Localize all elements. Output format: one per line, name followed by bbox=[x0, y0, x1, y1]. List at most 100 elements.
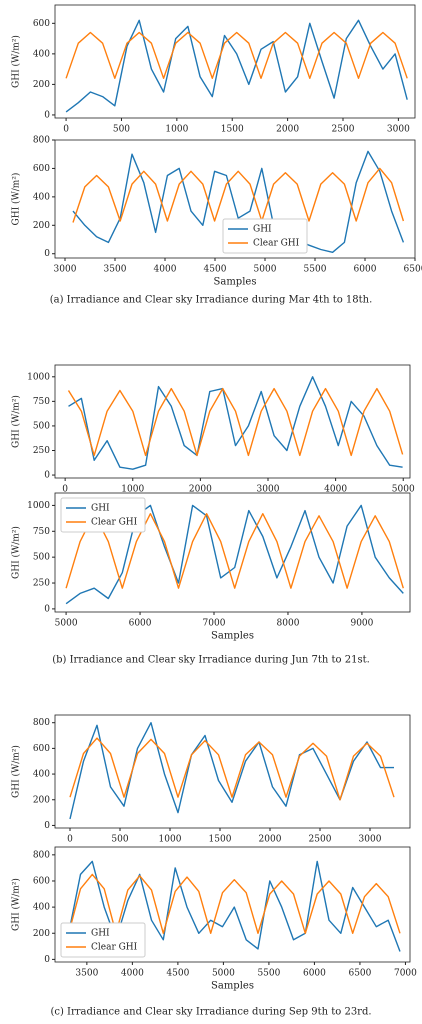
y-tick-label: 0 bbox=[44, 955, 50, 965]
line bbox=[65, 31, 408, 79]
x-tick-label: 6000 bbox=[129, 619, 152, 629]
x-tick-label: 5000 bbox=[212, 969, 235, 979]
x-tick-label: 1500 bbox=[221, 125, 244, 135]
x-tick-label: 5500 bbox=[257, 969, 280, 979]
x-tick-label: 3500 bbox=[104, 265, 127, 275]
x-tick-label: 7000 bbox=[203, 619, 226, 629]
legend-label: GHI bbox=[91, 929, 110, 939]
caption: (b) Irradiance and Clear sky Irradiance … bbox=[52, 655, 370, 666]
y-tick-label: 500 bbox=[33, 553, 50, 563]
x-tick-label: 5000 bbox=[254, 265, 277, 275]
x-tick-label: 1000 bbox=[121, 485, 144, 495]
plot-frame bbox=[54, 139, 416, 259]
line bbox=[72, 167, 405, 223]
y-tick-label: 1000 bbox=[27, 372, 50, 382]
y-tick-label: 200 bbox=[33, 221, 50, 231]
x-tick-label: 0 bbox=[67, 835, 73, 845]
line bbox=[69, 737, 395, 801]
y-tick-label: 400 bbox=[33, 192, 50, 202]
x-tick-label: 6500 bbox=[348, 969, 371, 979]
x-tick-label: 6500 bbox=[404, 265, 422, 275]
x-tick-label: 3500 bbox=[75, 969, 98, 979]
line bbox=[69, 722, 394, 820]
x-tick-label: 6000 bbox=[303, 969, 326, 979]
y-tick-label: 0 bbox=[44, 821, 50, 831]
y-tick-label: 400 bbox=[33, 49, 50, 59]
x-tick-label: 0 bbox=[63, 125, 69, 135]
line bbox=[68, 376, 403, 470]
line bbox=[67, 387, 404, 457]
x-tick-label: 2500 bbox=[332, 125, 355, 135]
y-tick-label: 250 bbox=[33, 446, 50, 456]
line bbox=[65, 19, 408, 113]
x-tick-label: 500 bbox=[113, 125, 130, 135]
y-tick-label: 200 bbox=[33, 929, 50, 939]
x-tick-label: 500 bbox=[111, 835, 128, 845]
y-tick-label: 0 bbox=[44, 110, 50, 120]
line bbox=[65, 513, 404, 589]
y-axis-label: GHI (W/m²) bbox=[11, 878, 22, 931]
x-tick-label: 1500 bbox=[209, 835, 232, 845]
x-tick-label: 2000 bbox=[189, 485, 212, 495]
y-tick-label: 800 bbox=[33, 718, 50, 728]
x-tick-label: 2000 bbox=[259, 835, 282, 845]
plot-frame bbox=[54, 364, 411, 479]
y-tick-label: 250 bbox=[33, 579, 50, 589]
y-tick-label: 750 bbox=[33, 527, 50, 537]
x-tick-label: 6000 bbox=[354, 265, 377, 275]
x-tick-label: 0 bbox=[62, 485, 68, 495]
line bbox=[65, 504, 404, 605]
x-tick-label: 3000 bbox=[359, 835, 382, 845]
y-axis-label: GHI (W/m²) bbox=[11, 173, 22, 226]
legend-label: Clear GHI bbox=[253, 239, 300, 249]
x-axis-label: Samples bbox=[214, 277, 257, 288]
plot-frame bbox=[54, 714, 411, 829]
y-tick-label: 600 bbox=[33, 744, 50, 754]
plot-frame bbox=[54, 4, 416, 119]
x-tick-label: 4000 bbox=[121, 969, 144, 979]
legend-box bbox=[222, 218, 308, 254]
y-axis-label: GHI (W/m²) bbox=[11, 35, 22, 88]
x-axis-label: Samples bbox=[211, 981, 254, 992]
line bbox=[68, 873, 401, 934]
legend-label: GHI bbox=[91, 504, 110, 514]
legend-label: GHI bbox=[253, 225, 272, 235]
y-tick-label: 0 bbox=[44, 471, 50, 481]
y-tick-label: 1000 bbox=[27, 501, 50, 511]
x-tick-label: 5000 bbox=[55, 619, 78, 629]
legend-label: Clear GHI bbox=[91, 518, 138, 528]
legend-box bbox=[60, 497, 146, 533]
y-tick-label: 400 bbox=[33, 903, 50, 913]
legend-label: Clear GHI bbox=[91, 943, 138, 953]
y-tick-label: 200 bbox=[33, 80, 50, 90]
caption: (c) Irradiance and Clear sky Irradiance … bbox=[50, 1007, 371, 1018]
y-axis-label: GHI (W/m²) bbox=[11, 395, 22, 448]
y-tick-label: 800 bbox=[33, 136, 50, 146]
caption: (a) Irradiance and Clear sky Irradiance … bbox=[50, 295, 373, 306]
x-tick-label: 4000 bbox=[154, 265, 177, 275]
x-tick-label: 2000 bbox=[276, 125, 299, 135]
x-tick-label: 8000 bbox=[277, 619, 300, 629]
y-tick-label: 600 bbox=[33, 19, 50, 29]
line bbox=[72, 150, 405, 253]
y-tick-label: 0 bbox=[44, 249, 50, 259]
x-tick-label: 3000 bbox=[54, 265, 77, 275]
x-tick-label: 4500 bbox=[204, 265, 227, 275]
legend-box bbox=[60, 922, 146, 958]
plot-frame bbox=[54, 492, 411, 613]
line bbox=[68, 860, 401, 952]
x-tick-label: 4000 bbox=[324, 485, 347, 495]
x-axis-label: Samples bbox=[211, 631, 254, 642]
x-tick-label: 7000 bbox=[394, 969, 417, 979]
x-tick-label: 1000 bbox=[165, 125, 188, 135]
y-tick-label: 200 bbox=[33, 795, 50, 805]
y-tick-label: 400 bbox=[33, 770, 50, 780]
y-tick-label: 500 bbox=[33, 421, 50, 431]
x-tick-label: 4500 bbox=[166, 969, 189, 979]
y-tick-label: 600 bbox=[33, 876, 50, 886]
x-tick-label: 2500 bbox=[309, 835, 332, 845]
x-tick-label: 5000 bbox=[392, 485, 415, 495]
x-tick-label: 9000 bbox=[350, 619, 373, 629]
y-axis-label: GHI (W/m²) bbox=[11, 526, 22, 579]
